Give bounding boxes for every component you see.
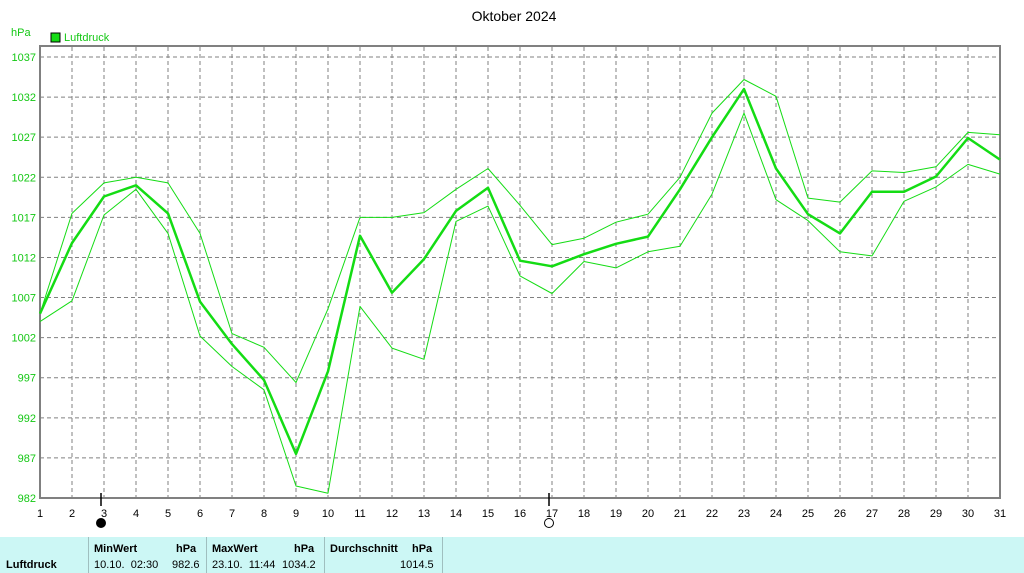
x-tick-label: 27 bbox=[866, 508, 878, 520]
y-tick-label: 1017 bbox=[12, 212, 36, 224]
full-moon-icon bbox=[544, 518, 554, 528]
series-line-min bbox=[39, 112, 1001, 494]
x-tick-label: 15 bbox=[482, 508, 494, 520]
stats-separator bbox=[442, 537, 443, 573]
x-tick-label: 29 bbox=[930, 508, 942, 520]
y-tick-label: 987 bbox=[18, 453, 36, 465]
stats-separator bbox=[206, 537, 207, 573]
y-tick-label: 1032 bbox=[12, 92, 36, 104]
y-tick-label: 992 bbox=[18, 413, 36, 425]
grid-lines bbox=[40, 47, 1000, 498]
max-header: MaxWert bbox=[212, 543, 258, 555]
x-tick-label: 23 bbox=[738, 508, 750, 520]
x-tick-label: 12 bbox=[386, 508, 398, 520]
min-time: 10.10. 02:30 bbox=[94, 559, 159, 571]
avg-value: 1014.5 bbox=[400, 559, 434, 571]
min-value: 982.6 bbox=[172, 559, 200, 571]
x-tick-label: 18 bbox=[578, 508, 590, 520]
max-value: 1034.2 bbox=[282, 559, 316, 571]
avg-unit: hPa bbox=[412, 543, 433, 555]
x-tick-label: 28 bbox=[898, 508, 910, 520]
stats-separator bbox=[88, 537, 89, 573]
x-tick-label: 11 bbox=[354, 508, 365, 520]
x-tick-label: 19 bbox=[610, 508, 622, 520]
x-tick-label: 7 bbox=[229, 508, 235, 520]
x-tick-label: 25 bbox=[802, 508, 814, 520]
pressure-chart: Oktober 2024 hPa Luftdruck 9829879929971… bbox=[11, 8, 1006, 528]
stats-row-label-cell: Luftdruck bbox=[6, 537, 88, 573]
max-unit: hPa bbox=[294, 543, 315, 555]
y-tick-label: 1037 bbox=[12, 52, 36, 64]
x-tick-label: 30 bbox=[962, 508, 974, 520]
y-tick-label: 1022 bbox=[12, 172, 36, 184]
x-tick-label: 13 bbox=[418, 508, 430, 520]
x-tick-label: 10 bbox=[322, 508, 334, 520]
stats-separator bbox=[324, 537, 325, 573]
y-axis-unit: hPa bbox=[11, 27, 31, 39]
x-tick-label: 20 bbox=[642, 508, 654, 520]
y-tick-label: 1012 bbox=[12, 252, 36, 264]
stats-panel: Luftdruck MinWert hPa 10.10. 02:30 982.6… bbox=[0, 537, 1024, 573]
x-tick-label: 22 bbox=[706, 508, 718, 520]
x-tick-label: 24 bbox=[770, 508, 782, 520]
min-unit: hPa bbox=[176, 543, 197, 555]
x-tick-label: 8 bbox=[261, 508, 267, 520]
y-tick-label: 982 bbox=[18, 493, 36, 505]
x-tick-label: 3 bbox=[101, 508, 107, 520]
x-tick-label: 21 bbox=[674, 508, 686, 520]
x-tick-label: 2 bbox=[69, 508, 75, 520]
y-tick-label: 1002 bbox=[12, 333, 36, 345]
min-header: MinWert bbox=[94, 543, 138, 555]
x-tick-label: 14 bbox=[450, 508, 462, 520]
stats-max-cell: MaxWert hPa 23.10. 11:44 1034.2 bbox=[212, 537, 324, 573]
x-tick-label: 31 bbox=[994, 508, 1006, 520]
x-tick-labels: 1 2 3 4 5 6 7 8 9 10 11 12 13 14 15 16 17 18 19 20 21 22 23 24 2… bbox=[37, 508, 1006, 520]
x-tick-label: 9 bbox=[293, 508, 299, 520]
stats-avg-cell: Durchschnitt hPa 1014.5 bbox=[330, 537, 442, 573]
legend-swatch bbox=[50, 32, 61, 43]
x-tick-label: 4 bbox=[133, 508, 139, 520]
stats-min-cell: MinWert hPa 10.10. 02:30 982.6 bbox=[94, 537, 206, 573]
x-tick-label: 6 bbox=[197, 508, 203, 520]
chart-title: Oktober 2024 bbox=[472, 8, 557, 24]
moon-markers bbox=[96, 493, 554, 528]
avg-header: Durchschnitt bbox=[330, 543, 398, 555]
series-lines bbox=[38, 79, 1001, 494]
series-line-max bbox=[39, 79, 1001, 383]
new-moon-icon bbox=[96, 518, 106, 528]
x-tick-label: 1 bbox=[37, 508, 43, 520]
series-line-mean bbox=[38, 87, 1001, 456]
y-tick-label: 997 bbox=[18, 373, 36, 385]
x-tick-label: 26 bbox=[834, 508, 846, 520]
stats-row-label: Luftdruck bbox=[6, 559, 57, 571]
max-time: 23.10. 11:44 bbox=[212, 559, 276, 571]
y-tick-label: 1007 bbox=[12, 293, 36, 305]
x-tick-label: 16 bbox=[514, 508, 526, 520]
x-tick-label: 17 bbox=[546, 508, 558, 520]
y-tick-label: 1027 bbox=[12, 132, 36, 144]
y-tick-labels: 982 987 992 997 1002 1007 1012 1017 1022 1027 1032… bbox=[12, 52, 36, 505]
x-tick-label: 5 bbox=[165, 508, 171, 520]
legend-label: Luftdruck bbox=[64, 32, 110, 44]
